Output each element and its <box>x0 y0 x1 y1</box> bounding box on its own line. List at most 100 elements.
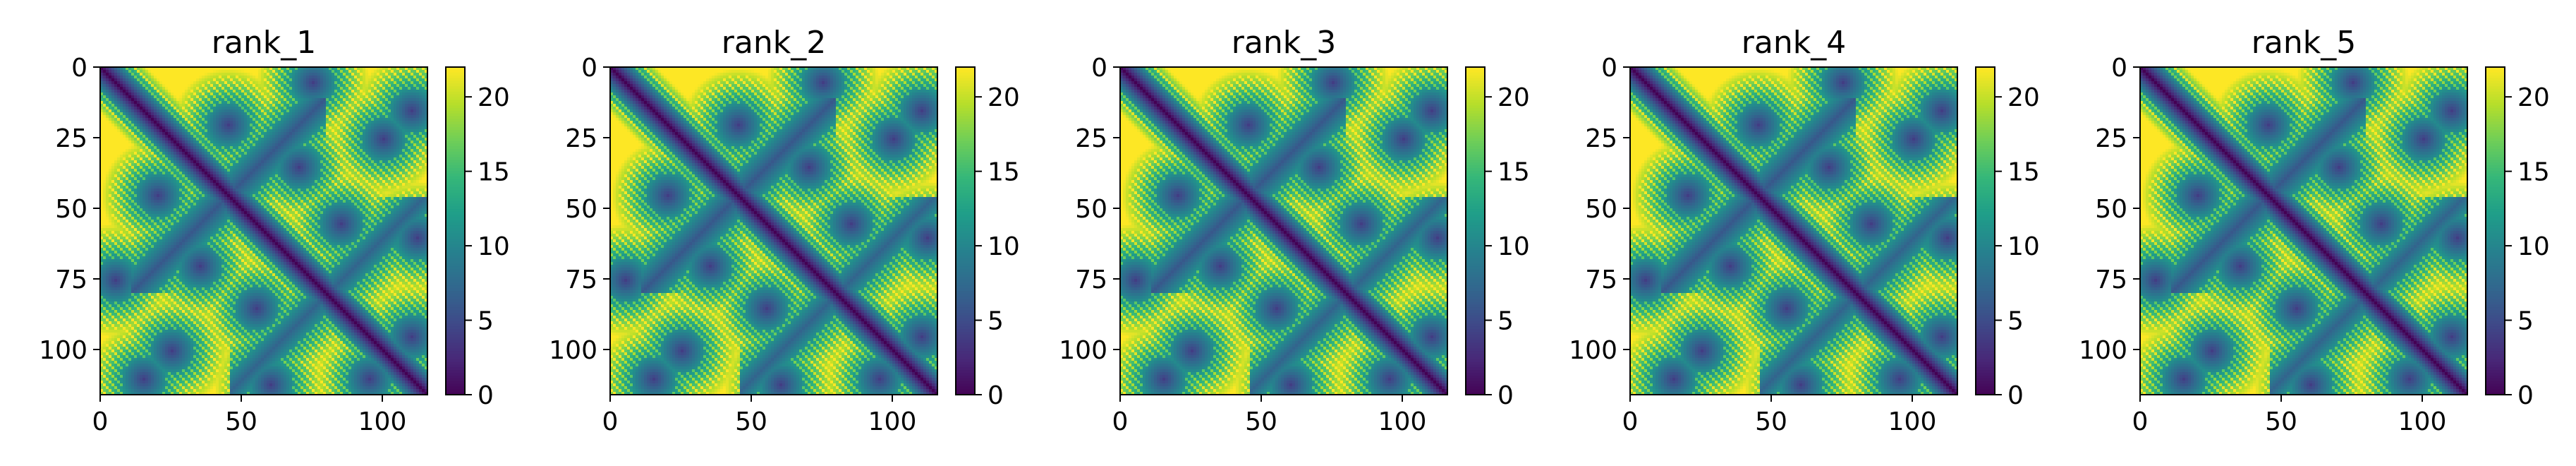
heatmap-cell <box>402 87 406 90</box>
heatmap-cell <box>272 70 276 73</box>
heatmap-cell <box>379 78 383 82</box>
heatmap-cell <box>329 92 332 96</box>
heatmap-cell <box>309 98 312 102</box>
heatmap-cell <box>219 101 222 104</box>
heatmap-cell <box>216 101 219 104</box>
heatmap-cell <box>247 78 250 82</box>
heatmap-cell <box>250 81 253 85</box>
heatmap-cell <box>202 95 205 99</box>
heatmap-cell <box>332 92 335 96</box>
heatmap-cell <box>171 98 174 102</box>
heatmap-cell <box>193 118 197 121</box>
heatmap-cell <box>396 107 400 110</box>
heatmap-cell <box>343 121 346 124</box>
heatmap-cell <box>422 92 425 96</box>
heatmap-cell <box>354 121 358 124</box>
heatmap-cell <box>261 78 265 82</box>
heatmap-cell <box>391 112 394 116</box>
heatmap-cell <box>247 101 250 104</box>
heatmap-cell <box>196 124 200 127</box>
heatmap-cell <box>182 98 186 102</box>
heatmap-cell <box>332 98 335 102</box>
heatmap-cell <box>264 92 267 96</box>
heatmap-cell <box>413 101 417 104</box>
heatmap-cell <box>154 98 157 102</box>
heatmap-cell <box>196 87 200 90</box>
heatmap-cell <box>382 107 386 110</box>
heatmap-cell <box>317 95 321 99</box>
heatmap-cell <box>109 124 112 127</box>
heatmap-cell <box>346 107 349 110</box>
heatmap-cell <box>278 124 281 127</box>
heatmap-cell <box>213 115 217 119</box>
heatmap-cell <box>309 124 312 127</box>
heatmap-cell <box>360 104 363 107</box>
heatmap-cell <box>278 109 281 113</box>
heatmap-cell <box>182 126 186 130</box>
heatmap-cell <box>275 115 279 119</box>
heatmap-cell <box>137 124 140 127</box>
heatmap-cell <box>250 115 253 119</box>
heatmap-cell <box>368 124 372 127</box>
heatmap-cell <box>190 95 194 99</box>
heatmap-cell <box>111 70 115 73</box>
heatmap-cell <box>292 92 296 96</box>
heatmap-cell <box>267 76 270 79</box>
heatmap-cell <box>365 98 369 102</box>
heatmap-cell <box>278 84 281 88</box>
heatmap-cell <box>298 87 301 90</box>
heatmap-cell <box>326 112 329 116</box>
heatmap-cell <box>131 104 135 107</box>
heatmap-cell <box>269 121 273 124</box>
heatmap-cell <box>207 109 211 113</box>
heatmap-cell <box>154 84 157 88</box>
heatmap-cell <box>357 107 360 110</box>
heatmap-cell <box>306 112 310 116</box>
heatmap-cell <box>379 118 383 121</box>
heatmap-cell <box>168 121 171 124</box>
heatmap-cell <box>230 73 233 76</box>
heatmap-cell <box>142 70 146 73</box>
heatmap-cell <box>374 104 377 107</box>
heatmap-cell <box>233 81 236 85</box>
heatmap-cell <box>385 118 389 121</box>
heatmap-cell <box>111 118 115 121</box>
heatmap-cell <box>182 101 186 104</box>
heatmap-cell <box>295 92 298 96</box>
heatmap-cell <box>123 115 126 119</box>
heatmap-cell <box>219 84 222 88</box>
heatmap-cell <box>326 70 329 73</box>
heatmap-cell <box>151 84 154 88</box>
heatmap-cell <box>340 109 344 113</box>
heatmap-cell <box>360 126 363 130</box>
heatmap-cell <box>286 73 290 76</box>
heatmap-cell <box>388 107 391 110</box>
heatmap-cell <box>309 92 312 96</box>
heatmap-cell <box>114 87 118 90</box>
heatmap-cell <box>281 132 284 136</box>
heatmap-cell <box>281 92 284 96</box>
heatmap-cell <box>165 109 169 113</box>
heatmap-cell <box>396 78 400 82</box>
heatmap-cell <box>365 81 369 85</box>
heatmap-cell <box>267 84 270 88</box>
heatmap-cell <box>357 95 360 99</box>
heatmap-cell <box>377 87 380 90</box>
heatmap-cell <box>199 81 202 85</box>
heatmap-cell <box>385 129 389 133</box>
heatmap-cell <box>300 124 304 127</box>
heatmap-cell <box>210 118 214 121</box>
heatmap-cell <box>261 109 265 113</box>
heatmap-cell <box>346 87 349 90</box>
heatmap-cell <box>120 92 123 96</box>
heatmap-cell <box>394 115 397 119</box>
heatmap-cell <box>391 121 394 124</box>
heatmap-cell <box>174 87 177 90</box>
heatmap-cell <box>419 78 423 82</box>
heatmap-cell <box>219 132 222 136</box>
heatmap-cell <box>193 129 197 133</box>
heatmap-cell <box>272 115 276 119</box>
heatmap-cell <box>227 112 231 116</box>
heatmap-cell <box>261 98 265 102</box>
heatmap-cell <box>117 132 121 136</box>
